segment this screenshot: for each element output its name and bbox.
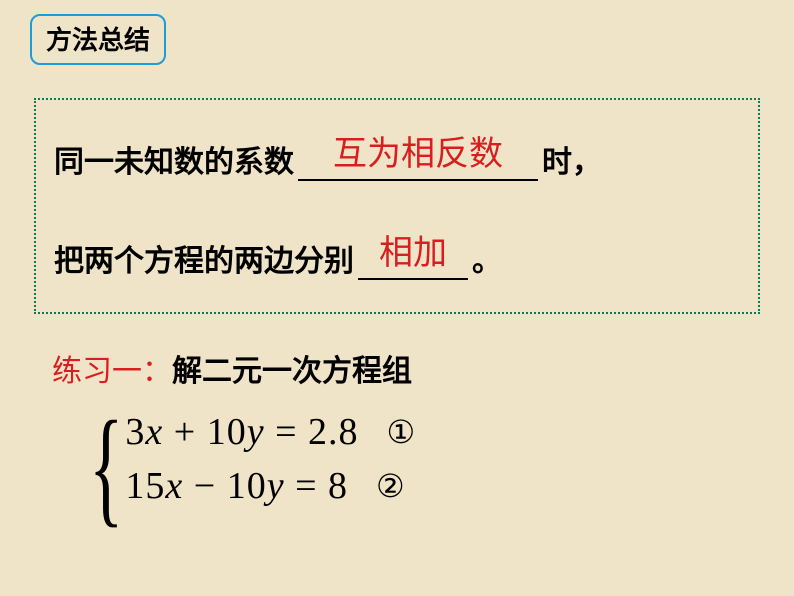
line1-pre: 同一未知数的系数: [54, 137, 294, 181]
blank-2: 相加: [358, 229, 468, 280]
eq1-text: 3x + 10y = 2.8: [125, 410, 358, 454]
method-summary-badge: 方法总结: [30, 14, 166, 65]
blank-1: 互为相反数: [298, 130, 538, 181]
practice-heading: 练习一：解二元一次方程组: [52, 346, 412, 390]
eq1-marker: ①: [387, 413, 416, 451]
equation-1: 3x + 10y = 2.8 ①: [125, 410, 415, 454]
line2-pre: 把两个方程的两边分别: [54, 236, 354, 280]
eq2-marker: ②: [376, 467, 405, 505]
line2-post: 。: [472, 236, 502, 280]
badge-text: 方法总结: [46, 25, 150, 55]
equation-lines: 3x + 10y = 2.8 ① 15x − 10y = 8 ②: [125, 400, 415, 518]
left-brace: {: [89, 409, 123, 526]
practice-body: 解二元一次方程组: [172, 355, 412, 388]
answer-2: 相加: [379, 235, 447, 272]
summary-line-1: 同一未知数的系数 互为相反数 时，: [54, 130, 740, 181]
eq2-text: 15x − 10y = 8: [125, 464, 348, 508]
summary-line-2: 把两个方程的两边分别 相加 。: [54, 229, 740, 280]
equation-2: 15x − 10y = 8 ②: [125, 464, 415, 508]
equation-system: { 3x + 10y = 2.8 ① 15x − 10y = 8 ②: [75, 400, 415, 518]
line1-post: 时，: [542, 137, 602, 181]
answer-1: 互为相反数: [333, 136, 503, 173]
practice-label: 练习一：: [52, 355, 172, 388]
summary-box: 同一未知数的系数 互为相反数 时， 把两个方程的两边分别 相加 。: [34, 98, 760, 314]
